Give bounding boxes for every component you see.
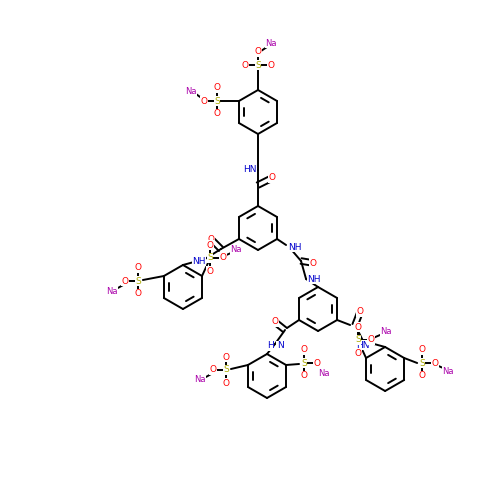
Text: O: O (222, 352, 230, 362)
Text: H: H (266, 342, 274, 350)
Text: S: S (207, 254, 213, 262)
Text: S: S (355, 336, 361, 344)
Text: O: O (134, 290, 141, 298)
Text: O: O (200, 96, 207, 106)
Text: O: O (432, 358, 438, 368)
Text: S: S (223, 366, 229, 374)
Text: S: S (135, 276, 141, 285)
Text: O: O (310, 258, 316, 268)
Text: O: O (354, 322, 362, 332)
Text: O: O (268, 174, 276, 182)
Text: HN: HN (356, 340, 370, 349)
Text: Na: Na (194, 376, 205, 384)
Text: Na: Na (185, 86, 196, 96)
Text: O: O (214, 84, 220, 92)
Text: O: O (354, 348, 362, 358)
Text: O: O (356, 308, 364, 316)
Text: O: O (122, 276, 128, 285)
Text: NH: NH (308, 274, 321, 283)
Text: O: O (206, 266, 214, 276)
Text: O: O (210, 366, 216, 374)
Text: O: O (314, 358, 320, 368)
Text: O: O (418, 372, 426, 380)
Text: O: O (222, 378, 230, 388)
Text: S: S (301, 358, 307, 368)
Text: O: O (268, 60, 274, 70)
Text: S: S (214, 96, 220, 106)
Text: O: O (214, 110, 220, 118)
Text: O: O (220, 254, 226, 262)
Text: Na: Na (380, 328, 392, 336)
Text: NH: NH (288, 242, 302, 252)
Text: Na: Na (230, 246, 242, 254)
Text: O: O (300, 372, 308, 380)
Text: Na: Na (318, 368, 330, 378)
Text: O: O (242, 60, 248, 70)
Text: O: O (254, 48, 262, 56)
Text: O: O (368, 336, 374, 344)
Text: Na: Na (442, 366, 454, 376)
Text: Na: Na (106, 286, 118, 296)
Text: Na: Na (265, 38, 277, 48)
Text: O: O (418, 346, 426, 354)
Text: HN: HN (243, 166, 257, 174)
Text: O: O (206, 240, 214, 250)
Text: S: S (420, 358, 425, 368)
Text: O: O (272, 318, 278, 326)
Text: NH: NH (192, 256, 205, 266)
Text: O: O (208, 234, 214, 244)
Text: S: S (255, 60, 261, 70)
Text: O: O (134, 264, 141, 272)
Text: O: O (300, 346, 308, 354)
Text: N: N (276, 342, 283, 350)
